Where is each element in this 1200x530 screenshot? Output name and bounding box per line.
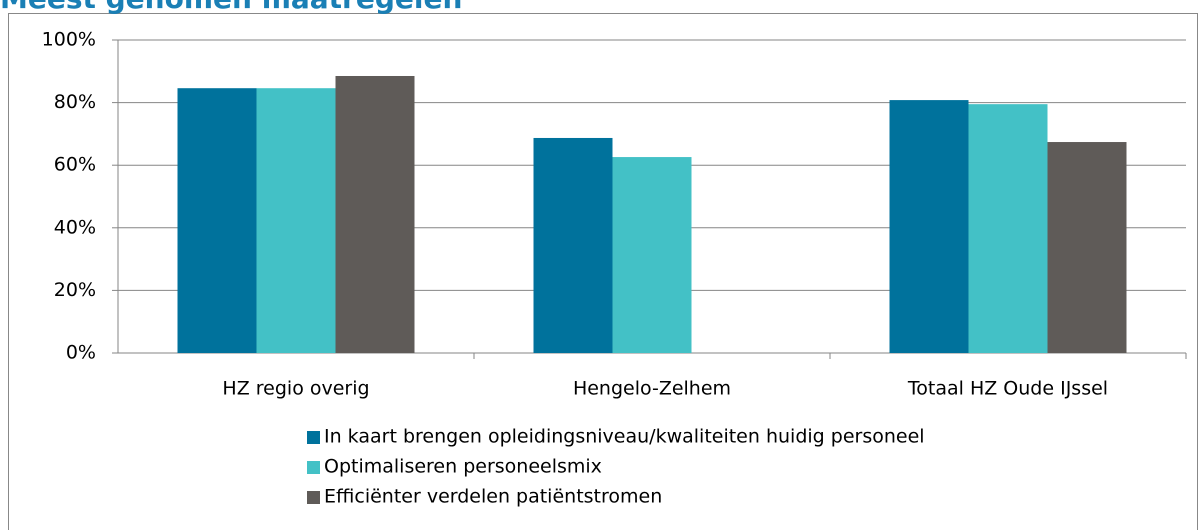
chart-title: Meest genomen maatregelen [0,0,462,15]
y-tick-label: 100% [42,29,96,51]
x-tick-label: Hengelo-Zelhem [573,378,731,400]
x-tick-label: Totaal HZ Oude IJssel [907,378,1108,400]
bar [533,137,613,353]
x-tick-label: HZ regio overig [222,378,369,400]
y-tick-label: 0% [66,342,96,364]
bar [256,88,336,354]
legend-label: Optimaliseren personeelsmix [324,456,602,478]
bar [177,88,257,354]
legend-label: In kaart brengen opleidingsniveau/kwalit… [324,426,925,448]
bar [1047,142,1127,353]
y-tick-label: 60% [54,154,96,176]
bar [612,157,692,353]
legend-swatch [307,461,320,474]
legend-swatch [307,491,320,504]
bar [968,104,1048,353]
y-tick-label: 80% [54,91,96,113]
y-tick-label: 40% [54,216,96,238]
legend-label: Efficiënter verdelen patiëntstromen [324,486,662,508]
bar [889,100,969,353]
bar [335,75,415,354]
y-tick-label: 20% [54,279,96,301]
legend-swatch [307,431,320,444]
